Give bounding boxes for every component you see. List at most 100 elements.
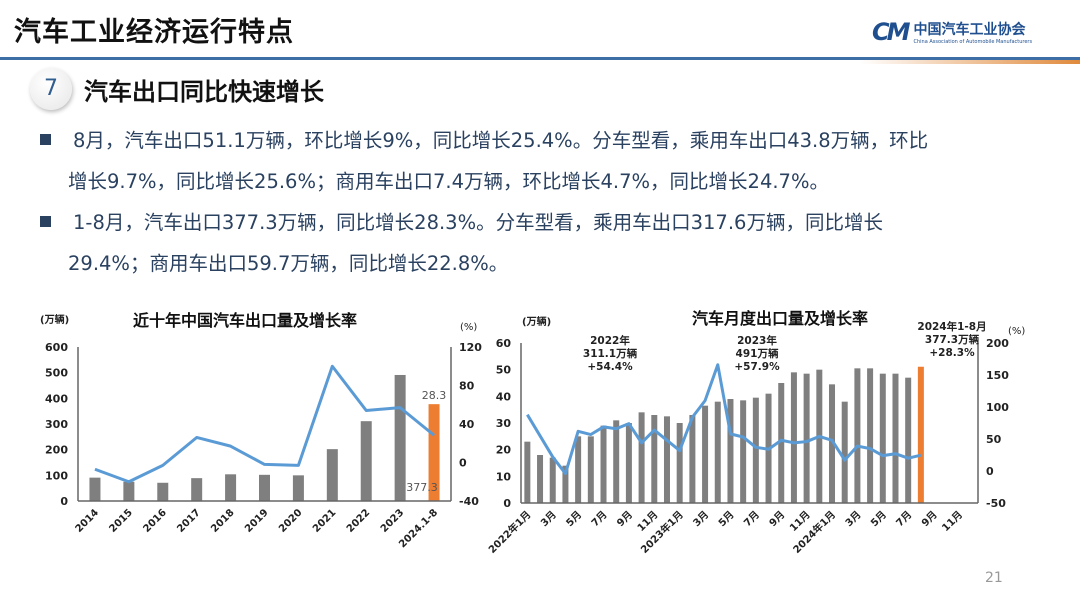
bar [651, 415, 658, 503]
x-tick-label: 2022年1月 [486, 508, 534, 556]
x-tick-label: 7月 [589, 509, 609, 529]
section-number: 7 [30, 68, 72, 110]
left-tick-label: 10 [496, 470, 512, 483]
growth-line [526, 363, 922, 476]
chart-annotation: +57.9% [734, 361, 780, 373]
chart-annotation: 2022年 [590, 334, 630, 347]
right-tick-label: -50 [986, 497, 1006, 510]
right-tick-label: 0 [986, 465, 994, 478]
x-tick-label: 5月 [868, 509, 888, 529]
left-tick-label: 40 [496, 390, 512, 403]
right-tick-label: 100 [986, 401, 1009, 414]
left-tick-label: 200 [45, 444, 68, 457]
left-tick-label: 50 [496, 364, 512, 377]
bar [689, 415, 696, 503]
left-tick-label: 60 [496, 337, 512, 350]
x-tick-label: 3月 [691, 509, 711, 529]
bar [326, 449, 338, 501]
chart-annotation: 311.1万辆 [583, 347, 638, 360]
bar [524, 441, 531, 503]
bar [663, 416, 670, 503]
x-tick-label: 7月 [894, 509, 914, 529]
x-tick-label: 9月 [767, 509, 787, 529]
right-axis-unit: (%) [1008, 326, 1025, 337]
bar [225, 474, 237, 501]
left-axis-unit: (万辆) [522, 315, 551, 328]
bar [879, 373, 886, 503]
right-tick-label: 200 [986, 337, 1009, 350]
header-accent-rule [860, 60, 1080, 64]
logo-mark-icon: CM [872, 18, 910, 46]
bullet-text: 8月，汽车出口51.1万辆，环比增长9%，同比增长25.4%。分车型看，乘用车出… [73, 129, 929, 152]
logo-cn: 中国汽车工业协会 [913, 22, 1026, 38]
right-tick-label: 80 [459, 380, 475, 393]
right-tick-label: 0 [459, 457, 467, 470]
bar [191, 478, 203, 501]
bar [549, 457, 556, 503]
bar [752, 397, 759, 503]
chart-annotation: 2024年1-8月 [917, 320, 986, 333]
bar [676, 423, 683, 503]
x-tick-label: 9月 [615, 509, 635, 529]
growth-data-label: 28.3 [422, 389, 447, 402]
bullet-square-icon [40, 134, 51, 145]
bar-data-label: 377.3 [406, 481, 438, 494]
chart-annotation: 377.3万辆 [925, 333, 980, 346]
bar [803, 373, 810, 503]
bar [613, 420, 620, 503]
bar [89, 477, 101, 501]
x-tick-label: 11月 [940, 509, 965, 534]
bar [638, 412, 645, 503]
chart-annotation: 491万辆 [736, 347, 779, 360]
right-tick-label: -40 [459, 495, 479, 508]
left-tick-label: 0 [503, 497, 511, 510]
bar [829, 384, 836, 503]
bullet-square-icon [40, 216, 51, 227]
right-axis-unit: (%) [460, 322, 477, 333]
bar [917, 366, 924, 503]
x-tick-label: 5月 [564, 509, 584, 529]
bar [428, 404, 440, 501]
left-tick-label: 100 [45, 469, 68, 482]
left-tick-label: 600 [45, 341, 68, 354]
bar [360, 421, 372, 501]
logo-en: China Association of Automobile Manufact… [913, 39, 1033, 45]
bar [790, 372, 797, 503]
header-rule [0, 57, 1080, 60]
bar [702, 405, 709, 503]
bar [292, 475, 304, 501]
bar [892, 373, 899, 503]
bar [740, 400, 747, 503]
left-axis-unit: (万辆) [40, 313, 69, 326]
left-tick-label: 30 [496, 417, 512, 430]
bar [841, 401, 848, 503]
chart-title: 汽车月度出口量及增长率 [692, 309, 868, 328]
page-number: 21 [985, 570, 1003, 586]
slide-title: 汽车工业经济运行特点 [14, 17, 294, 48]
bullet-text: 增长9.7%，同比增长25.6%；商用车出口7.4万辆，环比增长4.7%，同比增… [68, 170, 829, 193]
bar [157, 482, 169, 501]
bar [537, 455, 544, 503]
right-tick-label: 150 [986, 369, 1009, 382]
bar [587, 436, 594, 503]
bullet-text: 29.4%；商用车出口59.7万辆，同比增长22.8%。 [68, 252, 509, 275]
right-tick-label: 40 [459, 418, 475, 431]
x-tick-label: 3月 [843, 509, 863, 529]
chart-annotation: +28.3% [929, 347, 975, 359]
left-tick-label: 400 [45, 392, 68, 405]
right-tick-label: 120 [459, 341, 482, 354]
bar [575, 436, 582, 503]
bar [905, 377, 912, 503]
left-tick-label: 500 [45, 367, 68, 380]
x-tick-label: 9月 [919, 509, 939, 529]
bar [394, 374, 406, 501]
bar [867, 368, 874, 503]
bar [625, 423, 632, 503]
left-tick-label: 20 [496, 444, 512, 457]
bullet-1: 8月，汽车出口51.1万辆，环比增长9%，同比增长25.4%。分车型看，乘用车出… [40, 120, 1050, 202]
left-tick-label: 300 [45, 418, 68, 431]
bar [727, 399, 734, 503]
x-tick-label: 3月 [538, 509, 558, 529]
